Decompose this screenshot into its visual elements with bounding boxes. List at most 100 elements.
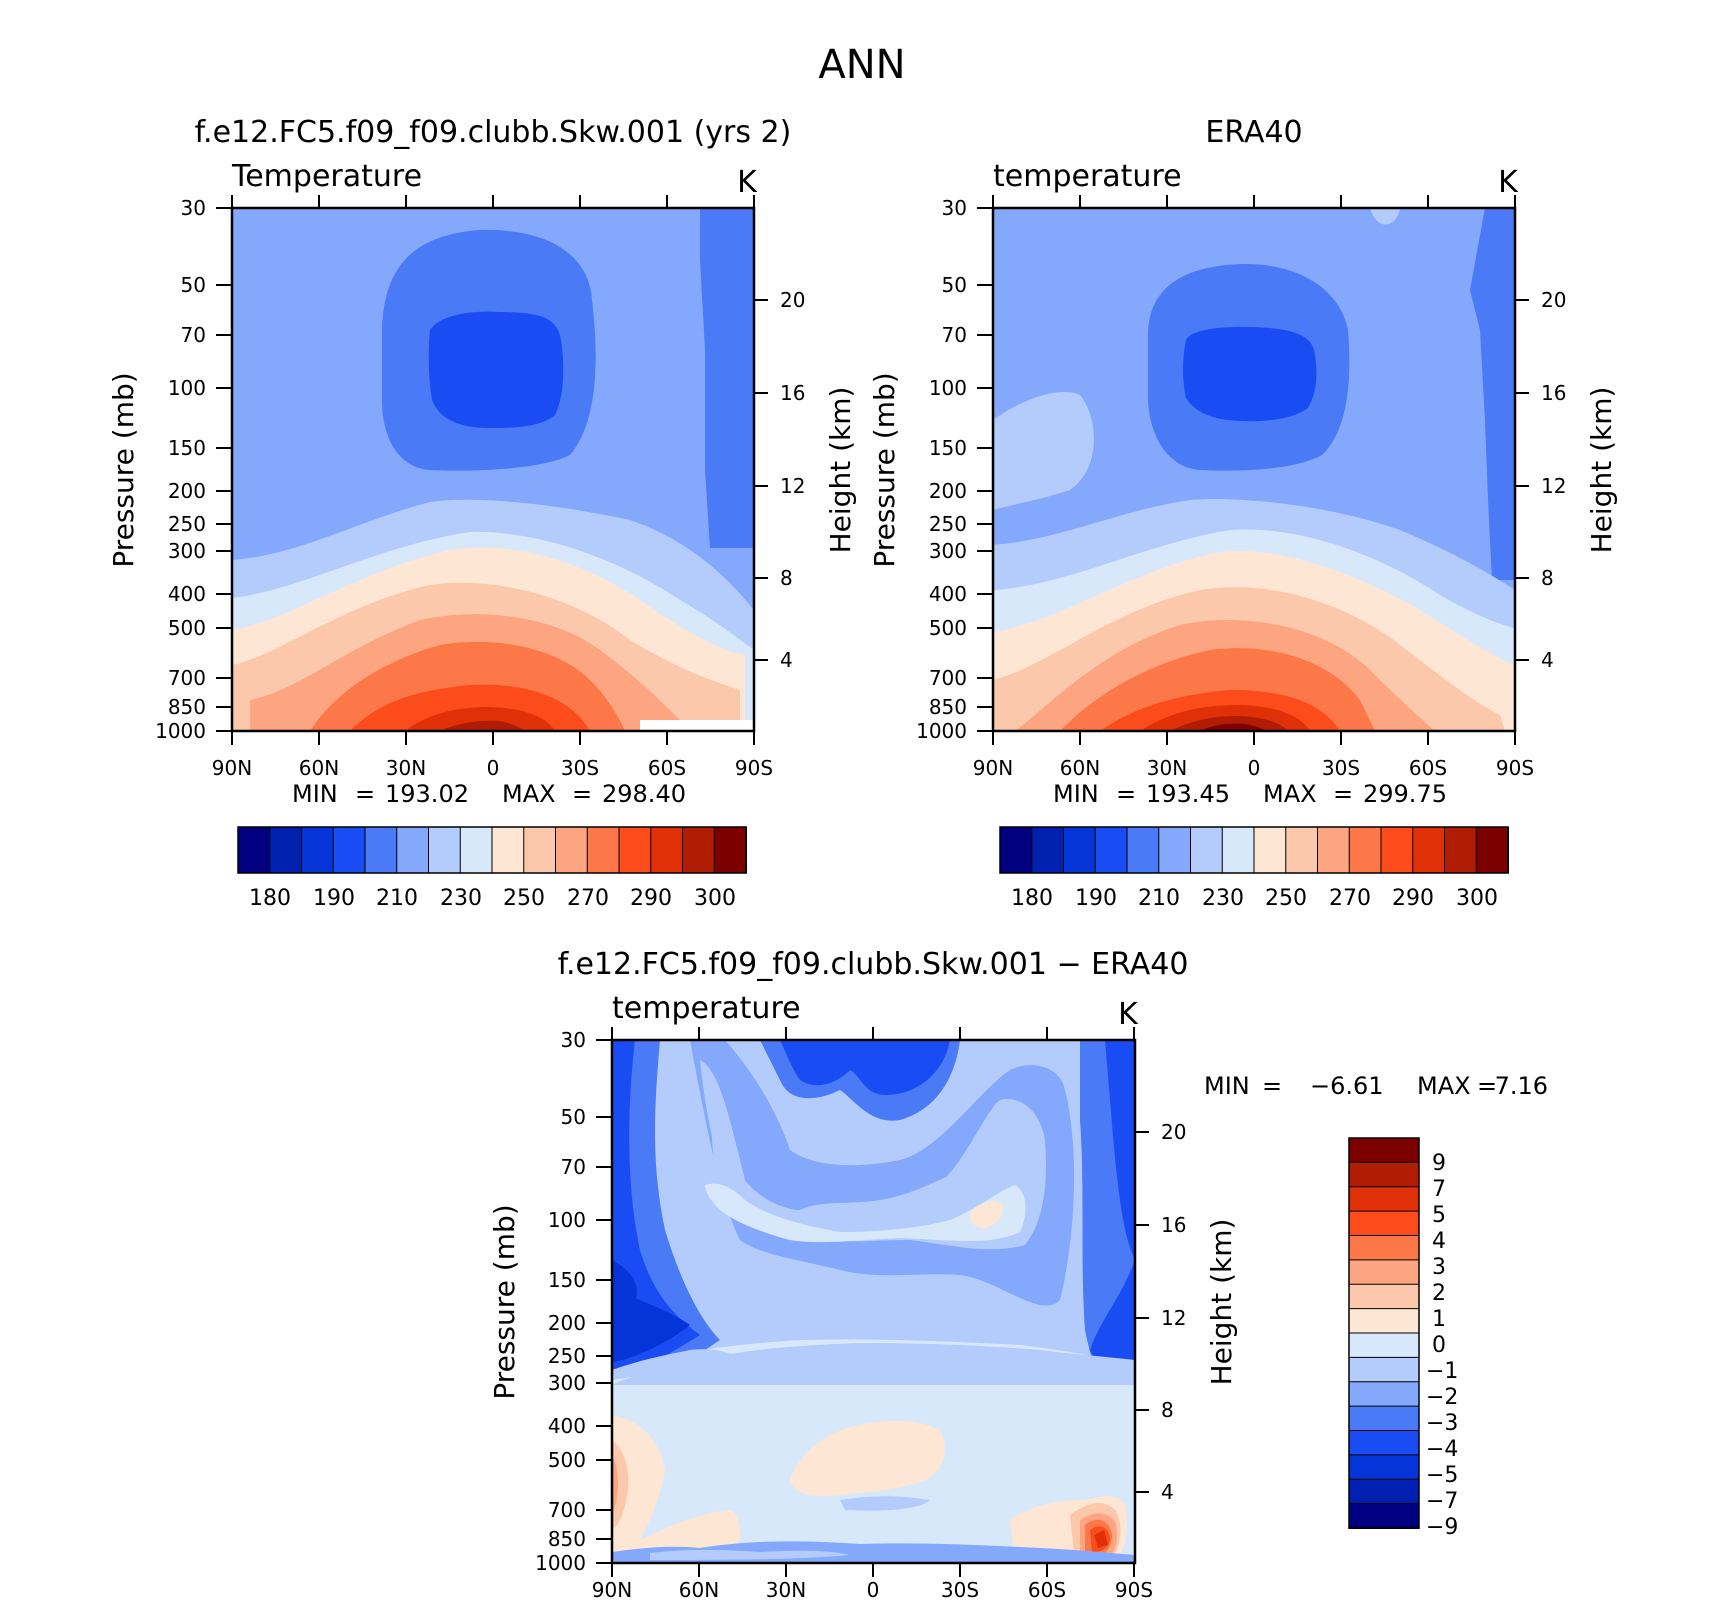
lat-ticks: 90N 60N 30N 0 30S 60S 90S xyxy=(592,1027,1153,1602)
pressure-tick: 30 xyxy=(181,196,232,220)
contour-band xyxy=(612,1440,629,1530)
colorbar-label: 180 xyxy=(249,886,291,911)
colorbar-swatch xyxy=(586,826,620,874)
height-tick: 8 xyxy=(1515,566,1554,590)
tick-label: 20 xyxy=(1161,1120,1186,1144)
colorbar-swatch xyxy=(1348,1210,1420,1237)
colorbar-swatch xyxy=(1348,1405,1420,1432)
tick-label: 70 xyxy=(181,323,206,347)
pressure-tick: 850 xyxy=(929,695,993,719)
contour-band xyxy=(612,1349,740,1380)
colorbar: 180 190 210 230 250 270 290 300 xyxy=(237,826,747,911)
tick-label: 0 xyxy=(867,1578,880,1600)
max-label: MAX xyxy=(502,780,556,808)
colorbar-border xyxy=(237,826,747,874)
pressure-ticks: 30 50 70 100 150 200 250 300 400 500 700… xyxy=(916,196,993,743)
svg-text:=: = xyxy=(355,780,375,808)
height-tick: 4 xyxy=(1515,648,1554,672)
y-axis-label: Pressure (mb) xyxy=(107,372,140,567)
colorbar-vertical: 9 7 5 4 3 2 1 0 −1 −2 −3 −4 −5 −7 −9 xyxy=(1348,1137,1458,1540)
pressure-tick: 300 xyxy=(168,539,232,563)
pressure-tick: 250 xyxy=(548,1344,612,1368)
colorbar-labels: 9 7 5 4 3 2 1 0 −1 −2 −3 −4 −5 −7 −9 xyxy=(1426,1151,1458,1540)
colorbar-swatch xyxy=(1348,1283,1420,1310)
min-label: MIN xyxy=(1053,780,1099,808)
height-tick: 8 xyxy=(1135,1398,1174,1422)
colorbar-label: −2 xyxy=(1426,1385,1458,1410)
tick-label: 8 xyxy=(780,566,793,590)
colorbar-swatch xyxy=(1348,1308,1420,1335)
contour-band xyxy=(1170,716,1288,731)
lat-tick: 60N xyxy=(1060,195,1100,780)
contour-band xyxy=(612,1455,618,1515)
lat-tick: 60N xyxy=(679,1027,719,1602)
contour-band xyxy=(1183,326,1317,422)
max-label: MAX xyxy=(1263,780,1317,808)
colorbar-label: 300 xyxy=(694,886,736,911)
tick-label: 30 xyxy=(181,196,206,220)
colorbar-swatch xyxy=(1348,1356,1420,1383)
colorbar-swatch xyxy=(1348,1137,1420,1164)
colorbar-swatch xyxy=(1348,1381,1420,1408)
lat-tick: 90S xyxy=(1496,195,1534,780)
height-tick: 16 xyxy=(754,381,805,405)
contour-band xyxy=(1370,208,1400,225)
panel-obs: ERA40 temperature K 30 50 xyxy=(868,115,1618,911)
colorbar-swatch xyxy=(269,826,303,874)
contour-band xyxy=(428,311,564,428)
colorbar-labels: 180 190 210 230 250 270 290 300 xyxy=(1011,886,1498,911)
tick-label: 500 xyxy=(548,1448,586,1472)
tick-label: 200 xyxy=(548,1311,586,1335)
svg-text:=: = xyxy=(1116,780,1136,808)
colorbar-swatch xyxy=(682,826,716,874)
tick-label: 250 xyxy=(168,512,206,536)
tick-label: 12 xyxy=(1541,474,1566,498)
contour-band xyxy=(1094,1530,1108,1548)
colorbar-label: −4 xyxy=(1426,1437,1458,1462)
height-tick: 20 xyxy=(754,288,805,312)
colorbar-swatch xyxy=(618,826,652,874)
colorbar-swatch xyxy=(1348,1430,1420,1456)
lat-tick: 30N xyxy=(766,1027,806,1602)
contour-band xyxy=(700,208,754,548)
min-label: MIN xyxy=(292,780,338,808)
pressure-tick: 200 xyxy=(168,479,232,503)
units-label: K xyxy=(1498,165,1519,200)
tick-label: 70 xyxy=(561,1155,586,1179)
tick-label: 700 xyxy=(929,666,967,690)
tick-label: 500 xyxy=(929,616,967,640)
colorbar-label: 190 xyxy=(313,886,355,911)
tick-label: 300 xyxy=(929,539,967,563)
max-value: 7.16 xyxy=(1495,1072,1548,1100)
pressure-tick: 700 xyxy=(548,1498,612,1522)
height-tick: 12 xyxy=(1135,1306,1186,1330)
contour-band xyxy=(1105,1040,1135,1260)
svg-text:=: = xyxy=(1333,780,1353,808)
colorbar-label: 230 xyxy=(440,886,482,911)
y-axis-label: Pressure (mb) xyxy=(868,372,901,567)
colorbar-swatch xyxy=(491,826,525,874)
pressure-tick: 30 xyxy=(942,196,993,220)
tick-label: 4 xyxy=(1161,1480,1174,1504)
lat-tick: 90S xyxy=(735,195,773,780)
contour-band xyxy=(780,1040,950,1095)
tick-label: 250 xyxy=(929,512,967,536)
pressure-tick: 1000 xyxy=(535,1551,612,1575)
pressure-tick: 700 xyxy=(929,666,993,690)
tick-label: 1000 xyxy=(535,1551,586,1575)
lat-tick: 0 xyxy=(487,195,500,780)
contour-field xyxy=(232,208,754,731)
lat-tick: 30S xyxy=(941,1027,979,1602)
tick-label: 0 xyxy=(487,756,500,780)
colorbar-swatches xyxy=(237,826,747,874)
tick-label: 16 xyxy=(1161,1213,1186,1237)
contour-band xyxy=(711,1100,1036,1238)
tick-label: 90N xyxy=(212,756,252,780)
tick-label: 50 xyxy=(181,273,206,297)
colorbar-label: 250 xyxy=(1265,886,1307,911)
colorbar-swatch xyxy=(364,826,398,874)
pressure-tick: 1000 xyxy=(916,719,993,743)
colorbar-swatch xyxy=(396,826,430,874)
tick-label: 100 xyxy=(548,1208,586,1232)
